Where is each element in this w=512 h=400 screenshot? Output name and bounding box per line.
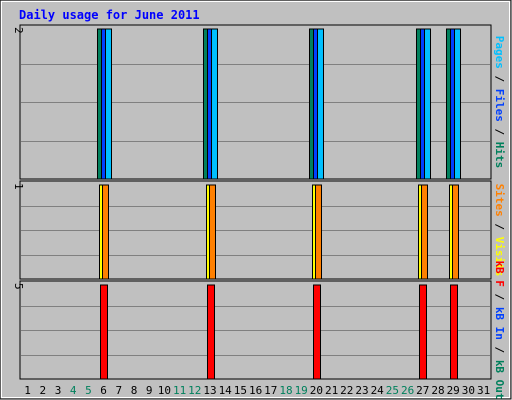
x-tick-label: 4 bbox=[70, 384, 77, 397]
legend-part: kB Out bbox=[493, 360, 506, 400]
panel-visits-sites: 1 Sites / Visits bbox=[12, 180, 506, 280]
bar-kb-f-day-29 bbox=[450, 284, 458, 380]
x-tick-label: 19 bbox=[295, 384, 308, 397]
bar-sites-day-20 bbox=[315, 184, 322, 280]
x-tick-label: 9 bbox=[146, 384, 153, 397]
x-tick-label: 10 bbox=[158, 384, 171, 397]
x-tick-label: 20 bbox=[310, 384, 323, 397]
legend-part: / bbox=[493, 217, 506, 237]
x-tick-label: 21 bbox=[325, 384, 338, 397]
y-axis-max-label: 2 bbox=[12, 27, 25, 34]
panel-kbytes: 5 kB F / kB In / kB Out bbox=[12, 260, 506, 399]
legend-part: Pages bbox=[493, 36, 506, 69]
x-tick-label: 17 bbox=[264, 384, 277, 397]
legend-part: kB F bbox=[493, 260, 506, 287]
legend-part: / bbox=[493, 69, 506, 89]
x-tick-label: 22 bbox=[340, 384, 353, 397]
panel-legend-label: Sites / Visits bbox=[493, 184, 506, 277]
bar-kb-f-day-6 bbox=[100, 284, 108, 380]
x-tick-label: 1 bbox=[24, 384, 31, 397]
chart-title: Daily usage for June 2011 bbox=[19, 8, 200, 22]
panel-legend-label: kB F / kB In / kB Out bbox=[493, 260, 506, 399]
x-tick-label: 27 bbox=[416, 384, 429, 397]
bar-kb-f-day-13 bbox=[207, 284, 215, 380]
x-tick-label: 11 bbox=[173, 384, 186, 397]
x-tick-label: 5 bbox=[85, 384, 92, 397]
x-tick-label: 8 bbox=[131, 384, 138, 397]
bar-pages-day-20 bbox=[317, 28, 324, 180]
bar-pages-day-6 bbox=[105, 28, 112, 180]
bar-kb-f-day-27 bbox=[419, 284, 427, 380]
bar-kb-f-day-20 bbox=[313, 284, 321, 380]
x-tick-label: 16 bbox=[249, 384, 262, 397]
y-axis-max-label: 1 bbox=[12, 183, 25, 190]
legend-part: Visits bbox=[493, 237, 506, 277]
legend-part: Sites bbox=[493, 184, 506, 217]
x-axis-day-labels: 1 2 3 4 5 6 7 8 9 10 11 12 13 14 15 16 17 18 19 20 21 22 23 24 2… bbox=[24, 384, 490, 397]
x-tick-label: 14 bbox=[219, 384, 233, 397]
x-tick-label: 28 bbox=[431, 384, 444, 397]
x-tick-label: 12 bbox=[188, 384, 201, 397]
bar-pages-day-27 bbox=[424, 28, 431, 180]
legend-part: / bbox=[493, 122, 506, 142]
x-tick-label: 30 bbox=[462, 384, 475, 397]
x-tick-label: 13 bbox=[203, 384, 216, 397]
x-tick-label: 7 bbox=[115, 384, 122, 397]
x-tick-label: 3 bbox=[55, 384, 62, 397]
x-tick-label: 31 bbox=[477, 384, 490, 397]
x-tick-label: 26 bbox=[401, 384, 414, 397]
legend-part: Files bbox=[493, 89, 506, 122]
y-axis-max-label: 5 bbox=[12, 283, 25, 290]
x-tick-label: 2 bbox=[39, 384, 46, 397]
chart-panels: 2 Pages / Files / Hits 1 Sites / Visits 5 kB … bbox=[12, 24, 506, 400]
bar-sites-day-27 bbox=[421, 184, 428, 280]
bar-pages-day-29 bbox=[454, 28, 461, 180]
x-tick-label: 25 bbox=[386, 384, 399, 397]
bar-sites-day-13 bbox=[209, 184, 216, 280]
bar-sites-day-29 bbox=[452, 184, 459, 280]
x-tick-label: 18 bbox=[279, 384, 292, 397]
panel-legend-label: Pages / Files / Hits bbox=[493, 36, 506, 169]
x-tick-label: 29 bbox=[447, 384, 460, 397]
bar-sites-day-6 bbox=[102, 184, 109, 280]
legend-part: / bbox=[493, 287, 506, 307]
x-tick-label: 24 bbox=[371, 384, 385, 397]
bar-pages-day-13 bbox=[211, 28, 218, 180]
x-tick-label: 23 bbox=[355, 384, 368, 397]
x-tick-label: 15 bbox=[234, 384, 247, 397]
legend-part: / bbox=[493, 340, 506, 360]
panel-pages-files-hits: 2 Pages / Files / Hits bbox=[12, 24, 506, 180]
legend-part: kB In bbox=[493, 307, 506, 340]
x-tick-label: 6 bbox=[100, 384, 107, 397]
legend-part: Hits bbox=[493, 142, 506, 169]
